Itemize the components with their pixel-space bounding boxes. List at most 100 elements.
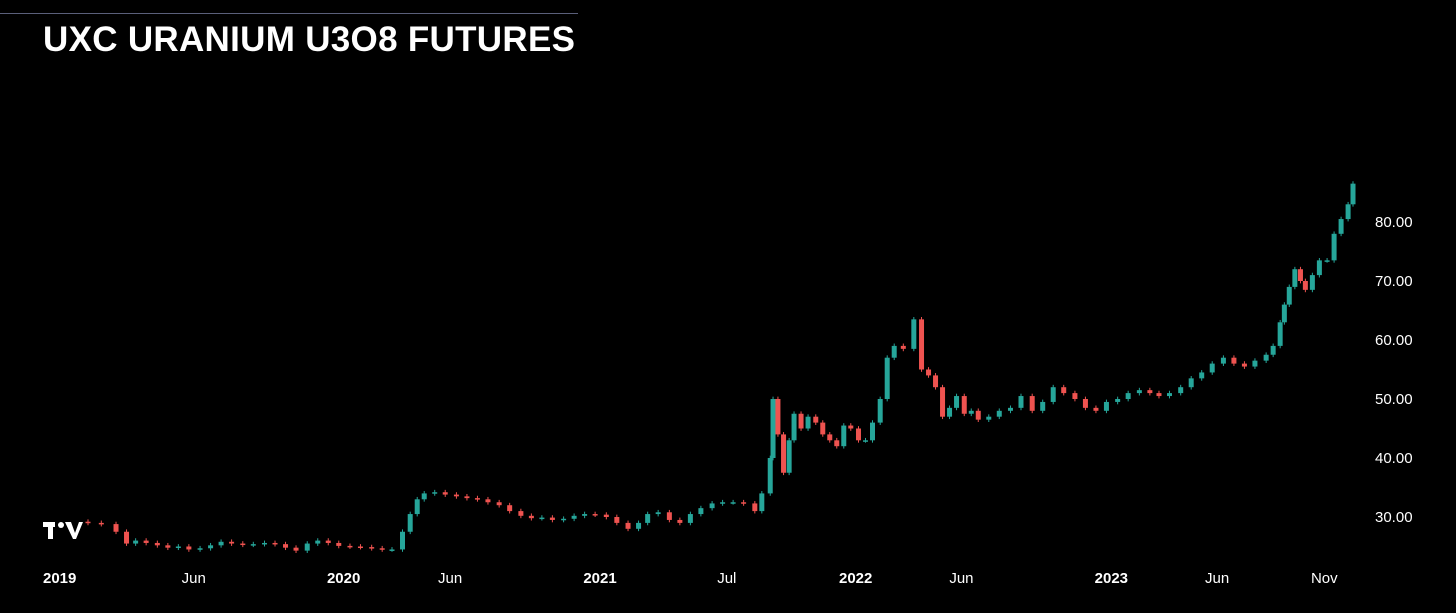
candle-body xyxy=(645,514,651,523)
candle xyxy=(798,411,804,431)
candle-body xyxy=(571,515,577,519)
candle xyxy=(379,545,385,552)
candle-body xyxy=(786,440,792,473)
candle xyxy=(947,405,953,420)
candle xyxy=(1241,361,1247,369)
candle-body xyxy=(891,345,897,358)
candle-body xyxy=(1338,219,1344,234)
top-divider xyxy=(0,13,578,14)
candle xyxy=(770,396,776,461)
candle-body xyxy=(315,540,321,544)
candle-body xyxy=(752,503,758,512)
candle xyxy=(496,499,502,508)
candle xyxy=(791,411,797,443)
candle-body xyxy=(1018,396,1024,408)
x-tick-label: Nov xyxy=(1311,570,1338,587)
candle-body xyxy=(1188,378,1194,388)
x-tick-label: 2019 xyxy=(43,570,76,587)
candle xyxy=(175,544,181,551)
candle xyxy=(614,514,620,526)
candle xyxy=(133,538,139,546)
candle-body xyxy=(229,541,235,544)
candle xyxy=(197,545,203,552)
candle-body xyxy=(666,512,672,520)
candle-body xyxy=(1241,363,1247,367)
candle xyxy=(1231,355,1237,366)
candle xyxy=(124,529,130,546)
candle xyxy=(518,508,524,519)
candle-body xyxy=(124,531,130,544)
candle-body xyxy=(947,407,953,417)
candle xyxy=(250,541,256,548)
candle xyxy=(1316,257,1322,278)
candle xyxy=(933,373,939,390)
candle xyxy=(1007,405,1013,414)
candle xyxy=(571,513,577,522)
candle xyxy=(1166,390,1172,399)
candle xyxy=(1252,358,1258,369)
candle-body xyxy=(1050,387,1056,402)
candle xyxy=(900,343,906,352)
candle xyxy=(855,426,861,443)
candle-body xyxy=(687,514,693,523)
y-tick-label: 40.00 xyxy=(1375,450,1413,467)
candle xyxy=(1220,355,1226,366)
candle-body xyxy=(1270,345,1276,355)
candle xyxy=(293,545,299,553)
candle-body xyxy=(1199,372,1205,379)
candle xyxy=(1199,370,1205,381)
candle xyxy=(891,343,897,361)
candle-body xyxy=(1316,260,1322,276)
candle-body xyxy=(407,514,413,532)
candle-body xyxy=(208,545,214,549)
candle-body xyxy=(1072,393,1078,399)
candle xyxy=(1125,390,1131,402)
candle-body xyxy=(986,416,992,420)
candle xyxy=(325,538,331,546)
candle-body xyxy=(528,515,534,519)
x-tick-label: Jun xyxy=(949,570,973,587)
candle xyxy=(453,492,459,499)
candle-body xyxy=(1297,269,1303,281)
x-axis: 2019 Jun 2020 Jun 2021 Jul 2022 Jun 2023 Jun Nov xyxy=(43,570,1338,587)
candle-body xyxy=(940,387,946,417)
candle xyxy=(561,516,567,523)
y-tick-label: 70.00 xyxy=(1375,273,1413,290)
candle xyxy=(841,423,847,449)
candle xyxy=(1040,399,1046,414)
candle xyxy=(1345,201,1351,222)
candle-body xyxy=(954,396,960,408)
candle-body xyxy=(759,493,765,512)
candle xyxy=(421,491,427,502)
candle xyxy=(759,491,765,514)
candle-body xyxy=(862,440,868,442)
candle xyxy=(113,521,119,535)
candle-body xyxy=(933,375,939,388)
candle xyxy=(208,542,214,551)
candle xyxy=(85,519,91,526)
candle xyxy=(98,520,104,527)
candle-body xyxy=(770,399,776,458)
candle xyxy=(1115,396,1121,405)
candle-body xyxy=(781,434,787,473)
candle-body xyxy=(961,396,967,414)
candle-body xyxy=(549,517,555,520)
candle xyxy=(926,367,932,378)
candle xyxy=(869,420,875,443)
candle-body xyxy=(767,458,773,494)
candle-body xyxy=(485,499,491,503)
candle-body xyxy=(432,492,438,494)
candle-body xyxy=(1292,269,1298,287)
candle-body xyxy=(1281,304,1287,323)
candle xyxy=(528,513,534,521)
candle xyxy=(1338,216,1344,237)
candle xyxy=(272,540,278,547)
candle xyxy=(464,493,470,501)
candle xyxy=(655,509,661,517)
candle-body xyxy=(1178,387,1184,394)
logo-dot xyxy=(58,522,64,528)
candle-body xyxy=(655,512,661,515)
candle-body xyxy=(1324,260,1330,262)
tradingview-logo[interactable] xyxy=(43,522,83,539)
